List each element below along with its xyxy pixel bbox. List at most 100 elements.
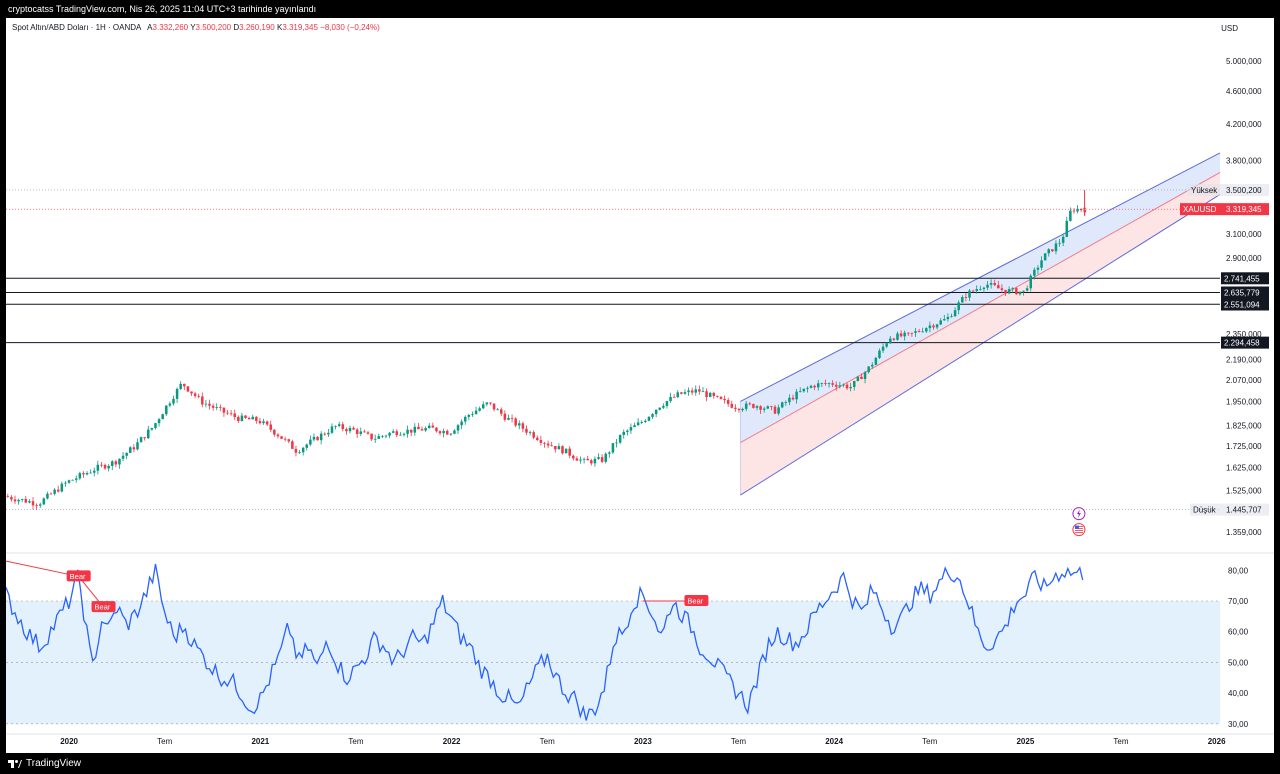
- candle-body: [31, 501, 35, 506]
- low-value: 3.260,190: [239, 23, 275, 32]
- candle-body: [979, 288, 982, 290]
- candle-body: [626, 430, 629, 432]
- candle-body: [204, 403, 208, 405]
- candle-body: [536, 437, 539, 441]
- candle-body: [244, 415, 247, 418]
- candle-body: [89, 472, 92, 474]
- level-tag: [1221, 298, 1269, 311]
- candle-body: [928, 325, 932, 329]
- candle-body: [590, 460, 593, 464]
- candle-body: [251, 416, 254, 420]
- candle-body: [226, 412, 229, 414]
- x-tick-label: Tem: [1113, 737, 1128, 746]
- bear-label: Bear: [95, 603, 111, 612]
- candle-body: [618, 435, 622, 443]
- rsi-tick-label: 80,00: [1228, 566, 1249, 575]
- candle-body: [820, 383, 824, 384]
- candle-body: [564, 448, 568, 454]
- candle-body: [147, 429, 150, 439]
- candle-body: [413, 426, 417, 433]
- x-tick-label: Tem: [540, 737, 555, 746]
- candle-body: [600, 457, 604, 462]
- candle-body: [129, 447, 132, 453]
- candle-body: [96, 464, 100, 471]
- candle-body: [409, 429, 413, 433]
- candle-body: [946, 317, 950, 320]
- candle-body: [604, 453, 607, 462]
- candle-body: [280, 436, 283, 439]
- level-tag: [1221, 272, 1269, 285]
- candle-body: [219, 407, 222, 408]
- bear-label-bg: [684, 595, 709, 606]
- candle-body: [6, 496, 10, 498]
- change-value: −8,030 (−0,24%): [320, 23, 380, 32]
- candle-body: [773, 406, 777, 414]
- candle-body: [500, 409, 503, 414]
- candle-body: [658, 407, 662, 410]
- candle-body: [492, 403, 496, 410]
- candle-body: [46, 493, 49, 499]
- candle-body: [82, 473, 85, 475]
- candle-body: [766, 406, 770, 409]
- candle-body: [449, 433, 453, 435]
- low-label: D: [233, 23, 240, 32]
- candle-body: [460, 421, 463, 426]
- candle-body: [834, 384, 838, 387]
- chart-frame[interactable]: 5.000,000 4.600,000 4.200,000 3.800,000 3.10…: [6, 18, 1274, 753]
- chart-canvas[interactable]: 5.000,000 4.600,000 4.200,000 3.800,000 3.10…: [6, 18, 1274, 753]
- candle-body: [870, 364, 874, 367]
- level-tag-label: 2.551,094: [1224, 301, 1260, 310]
- candle-body: [391, 431, 395, 433]
- level-tag-label: 2.741,455: [1224, 274, 1260, 283]
- candle-body: [312, 436, 316, 440]
- candle-body: [373, 438, 377, 440]
- candle-body: [118, 458, 121, 465]
- candle-body: [384, 435, 388, 437]
- candle-body: [395, 431, 399, 436]
- candle-body: [557, 446, 561, 450]
- candle-body: [579, 459, 582, 461]
- candle-body: [1065, 220, 1069, 237]
- candle-body: [366, 432, 370, 434]
- candle-body: [935, 324, 939, 328]
- candle-body: [867, 366, 870, 373]
- candle-body: [427, 425, 431, 429]
- candle-body: [917, 331, 921, 332]
- currency-label: USD: [1221, 24, 1238, 33]
- candle-body: [355, 429, 359, 434]
- candle-body: [110, 461, 114, 466]
- candle-body: [507, 417, 510, 420]
- bear-label: Bear: [687, 597, 703, 606]
- candle-body: [510, 417, 514, 419]
- candle-body: [67, 480, 71, 483]
- candle-body: [910, 332, 914, 334]
- candle-body: [363, 431, 366, 433]
- candle-body: [402, 433, 406, 435]
- tradingview-logo[interactable]: TradingView: [8, 753, 81, 774]
- candle-body: [186, 386, 190, 392]
- candle-body: [644, 420, 647, 423]
- price-tick-label: 2.350,000: [1226, 330, 1262, 339]
- candle-body: [669, 396, 672, 402]
- rsi-line: [6, 563, 1084, 721]
- candle-body: [406, 429, 409, 434]
- lightning-icon: [1076, 509, 1081, 519]
- candle-body: [953, 310, 957, 317]
- candle-body: [265, 421, 269, 425]
- candle-body: [687, 390, 690, 393]
- candle-body: [651, 414, 654, 417]
- candle-body: [78, 473, 82, 479]
- candle-body: [907, 332, 910, 334]
- candle-body: [1018, 291, 1022, 295]
- candle-body: [744, 403, 748, 409]
- candle-body: [463, 416, 467, 422]
- candle-body: [708, 392, 712, 397]
- tradingview-logo-icon: [8, 759, 22, 768]
- symbol-name[interactable]: Spot Altın/ABD Doları · 1H · OANDA: [12, 23, 141, 32]
- candle-body: [107, 465, 110, 469]
- candle-body: [932, 325, 935, 328]
- candle-body: [53, 489, 56, 494]
- candle-body: [546, 443, 550, 446]
- candle-body: [1043, 253, 1047, 261]
- candle-body: [157, 419, 161, 424]
